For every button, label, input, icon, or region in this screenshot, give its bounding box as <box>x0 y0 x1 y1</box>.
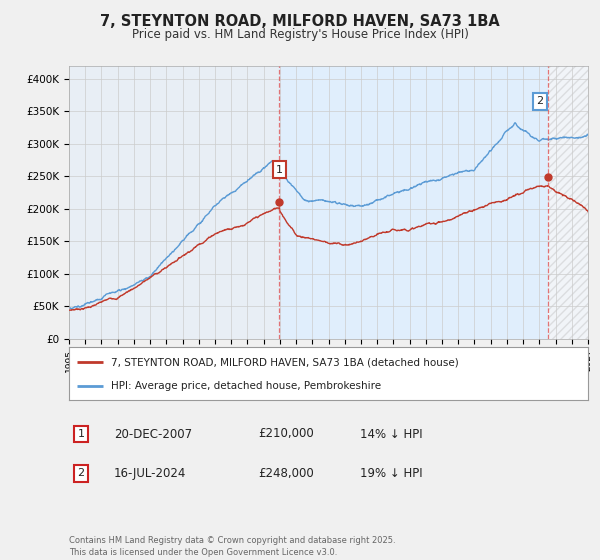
Text: 20-DEC-2007: 20-DEC-2007 <box>114 427 192 441</box>
Text: 16-JUL-2024: 16-JUL-2024 <box>114 466 187 480</box>
Text: HPI: Average price, detached house, Pembrokeshire: HPI: Average price, detached house, Pemb… <box>110 380 380 390</box>
Text: 14% ↓ HPI: 14% ↓ HPI <box>360 427 422 441</box>
Text: 2: 2 <box>536 96 544 106</box>
Text: £248,000: £248,000 <box>258 466 314 480</box>
Text: 19% ↓ HPI: 19% ↓ HPI <box>360 466 422 480</box>
Text: 1: 1 <box>77 429 85 439</box>
Text: 7, STEYNTON ROAD, MILFORD HAVEN, SA73 1BA: 7, STEYNTON ROAD, MILFORD HAVEN, SA73 1B… <box>100 14 500 29</box>
Text: 7, STEYNTON ROAD, MILFORD HAVEN, SA73 1BA (detached house): 7, STEYNTON ROAD, MILFORD HAVEN, SA73 1B… <box>110 357 458 367</box>
Text: £210,000: £210,000 <box>258 427 314 441</box>
Text: Contains HM Land Registry data © Crown copyright and database right 2025.
This d: Contains HM Land Registry data © Crown c… <box>69 536 395 557</box>
Bar <box>548 66 588 339</box>
Text: 1: 1 <box>276 165 283 175</box>
Bar <box>280 66 548 339</box>
Text: 2: 2 <box>77 468 85 478</box>
Text: Price paid vs. HM Land Registry's House Price Index (HPI): Price paid vs. HM Land Registry's House … <box>131 28 469 41</box>
